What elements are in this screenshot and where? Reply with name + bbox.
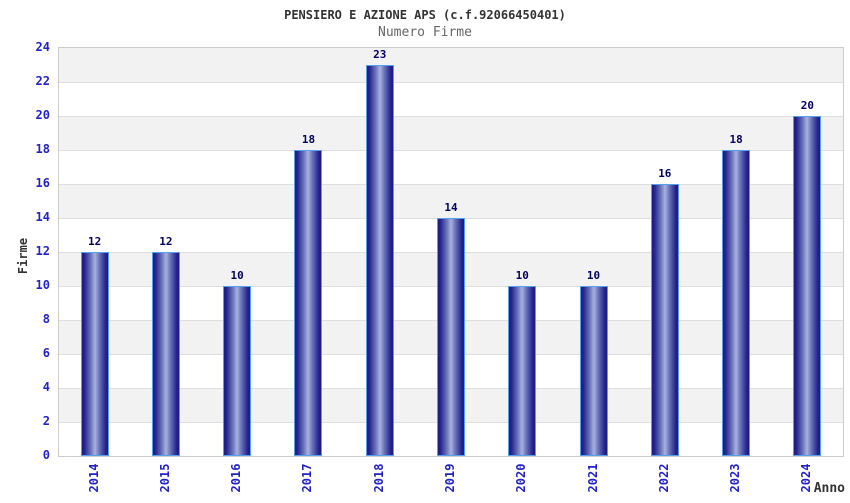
- x-tick-label: 2020: [514, 463, 529, 493]
- x-tick-label: 2017: [300, 463, 315, 493]
- gridline: [59, 82, 843, 83]
- y-tick-label: 8: [42, 312, 50, 326]
- bar-value-label: 18: [729, 133, 743, 146]
- bar-2022: [650, 184, 679, 456]
- bar-2023: [722, 150, 751, 456]
- y-tick-label: 4: [42, 380, 50, 394]
- bar-2019: [437, 218, 465, 456]
- plot-area: 12 12 10 18 23 14 10 10 16 18 20: [58, 47, 844, 457]
- y-tick-label: 20: [35, 108, 50, 122]
- x-tick-label: 2018: [371, 463, 386, 493]
- bar-2020: [508, 286, 537, 456]
- plot-band: [59, 48, 843, 82]
- bar-value-label: 10: [515, 269, 529, 282]
- chart-subtitle: Numero Firme: [378, 25, 472, 40]
- bar-2015: [151, 252, 180, 456]
- x-tick-label: 2014: [86, 463, 101, 493]
- bar-value-label: 18: [301, 133, 316, 146]
- x-tick-label: 2019: [443, 463, 457, 493]
- y-tick-label: 2: [42, 414, 50, 428]
- gridline: [59, 184, 843, 185]
- plot-band: [59, 116, 843, 150]
- x-axis-title: Anno: [813, 481, 845, 496]
- x-tick-label: 2015: [157, 463, 172, 493]
- y-tick-label: 24: [35, 40, 50, 54]
- bar-value-label: 10: [586, 269, 601, 282]
- x-tick-label: 2022: [656, 463, 671, 493]
- bar-2016: [223, 286, 252, 456]
- bar-2024: [793, 116, 822, 456]
- bar-2014: [80, 252, 109, 456]
- gridline: [59, 116, 843, 117]
- bar-2021: [579, 286, 608, 456]
- bar-value-label: 14: [444, 201, 458, 214]
- x-tick-label: 2023: [728, 463, 743, 493]
- bar-value-label: 12: [159, 235, 173, 248]
- y-tick-label: 10: [35, 278, 50, 292]
- bar-2017: [294, 150, 323, 456]
- y-tick-label: 18: [35, 142, 50, 156]
- bar-value-label: 12: [88, 235, 102, 248]
- y-tick-label: 22: [35, 74, 50, 88]
- bar-value-label: 10: [230, 269, 244, 282]
- y-tick-label: 6: [42, 346, 50, 360]
- bar-value-label: 16: [658, 167, 672, 180]
- x-tick-label: 2021: [585, 463, 600, 493]
- y-tick-label: 0: [42, 448, 50, 462]
- y-tick-label: 12: [35, 244, 50, 258]
- bar-value-label: 23: [373, 48, 387, 61]
- bar-value-label: 20: [800, 99, 814, 112]
- x-tick-label: 2024: [799, 463, 814, 493]
- chart-title: PENSIERO E AZIONE APS (c.f.92066450401): [284, 8, 566, 22]
- y-tick-label: 14: [35, 210, 50, 224]
- gridline: [59, 150, 843, 151]
- y-tick-label: 16: [35, 176, 50, 190]
- bar-2018: [365, 65, 394, 456]
- plot-band: [59, 184, 843, 218]
- x-tick-label: 2016: [229, 463, 244, 493]
